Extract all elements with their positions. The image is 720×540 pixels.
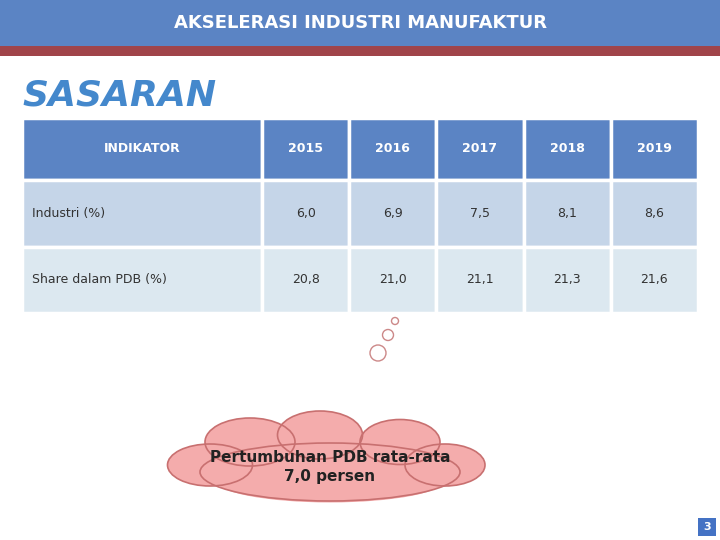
Text: 21,0: 21,0 xyxy=(379,273,407,286)
Ellipse shape xyxy=(200,441,460,499)
Text: 2018: 2018 xyxy=(550,143,585,156)
Text: 7,5: 7,5 xyxy=(470,207,490,220)
FancyBboxPatch shape xyxy=(698,518,716,536)
Text: 6,0: 6,0 xyxy=(296,207,315,220)
Text: 8,6: 8,6 xyxy=(644,207,665,220)
Ellipse shape xyxy=(205,418,295,466)
Text: Pertumbuhan PDB rata-rata: Pertumbuhan PDB rata-rata xyxy=(210,450,450,465)
FancyBboxPatch shape xyxy=(611,246,698,313)
FancyBboxPatch shape xyxy=(262,246,349,313)
FancyBboxPatch shape xyxy=(436,118,523,180)
Text: INDIKATOR: INDIKATOR xyxy=(104,143,181,156)
FancyBboxPatch shape xyxy=(0,0,720,46)
FancyBboxPatch shape xyxy=(0,46,720,56)
Text: SASARAN: SASARAN xyxy=(22,78,216,112)
Text: 7,0 persen: 7,0 persen xyxy=(284,469,376,484)
FancyBboxPatch shape xyxy=(349,118,436,180)
Text: Industri (%): Industri (%) xyxy=(32,207,105,220)
Text: AKSELERASI INDUSTRI MANUFAKTUR: AKSELERASI INDUSTRI MANUFAKTUR xyxy=(174,14,546,32)
Ellipse shape xyxy=(168,444,253,486)
Ellipse shape xyxy=(405,444,485,486)
Text: 21,3: 21,3 xyxy=(554,273,581,286)
FancyBboxPatch shape xyxy=(436,246,523,313)
Text: 8,1: 8,1 xyxy=(557,207,577,220)
FancyBboxPatch shape xyxy=(22,180,262,246)
Text: 6,9: 6,9 xyxy=(383,207,402,220)
Ellipse shape xyxy=(360,420,440,464)
FancyBboxPatch shape xyxy=(611,118,698,180)
Text: 21,6: 21,6 xyxy=(641,273,668,286)
FancyBboxPatch shape xyxy=(22,118,262,180)
Text: 2016: 2016 xyxy=(375,143,410,156)
FancyBboxPatch shape xyxy=(611,180,698,246)
Text: 21,1: 21,1 xyxy=(466,273,494,286)
Text: 20,8: 20,8 xyxy=(292,273,320,286)
Text: 2017: 2017 xyxy=(462,143,498,156)
Text: 2019: 2019 xyxy=(637,143,672,156)
Ellipse shape xyxy=(215,457,445,503)
FancyBboxPatch shape xyxy=(523,180,611,246)
Text: 2015: 2015 xyxy=(288,143,323,156)
Ellipse shape xyxy=(277,411,362,459)
FancyBboxPatch shape xyxy=(262,118,349,180)
FancyBboxPatch shape xyxy=(262,180,349,246)
FancyBboxPatch shape xyxy=(349,246,436,313)
FancyBboxPatch shape xyxy=(349,180,436,246)
Text: 3: 3 xyxy=(703,522,711,532)
FancyBboxPatch shape xyxy=(22,246,262,313)
FancyBboxPatch shape xyxy=(523,118,611,180)
FancyBboxPatch shape xyxy=(436,180,523,246)
FancyBboxPatch shape xyxy=(523,246,611,313)
Text: Share dalam PDB (%): Share dalam PDB (%) xyxy=(32,273,167,286)
